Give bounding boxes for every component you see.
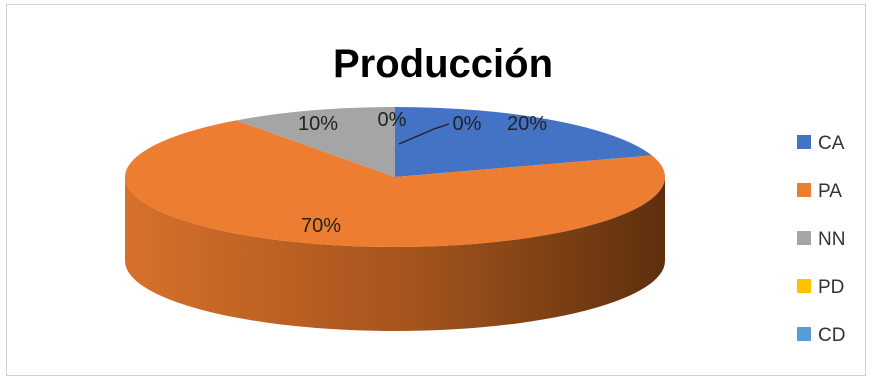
legend-item-cd: CD xyxy=(797,325,845,346)
legend-label-pa: PA xyxy=(818,181,842,202)
legend-swatch-pa xyxy=(797,183,811,197)
legend: CA PA NN PD CD xyxy=(797,133,845,346)
legend-swatch-cd xyxy=(797,327,811,341)
data-label-ca: 20% xyxy=(507,113,547,135)
legend-item-pd: PD xyxy=(797,277,844,298)
leader-lines xyxy=(398,123,450,145)
legend-swatch-nn xyxy=(797,231,811,245)
slice-nn xyxy=(236,107,395,177)
legend-swatch-pd xyxy=(797,279,811,293)
pie-top xyxy=(125,107,666,247)
legend-item-nn: NN xyxy=(797,229,845,250)
slice-side-pa xyxy=(125,177,665,331)
legend-label-nn: NN xyxy=(818,229,845,250)
leader-line-pd xyxy=(398,123,450,145)
legend-label-ca: CA xyxy=(818,133,845,154)
legend-item-ca: CA xyxy=(797,133,845,154)
slice-pa xyxy=(125,120,666,247)
data-label-nn: 10% xyxy=(298,113,338,135)
data-labels: 20% 70% 10% 0% 0% xyxy=(298,109,547,237)
pie-side xyxy=(125,177,665,331)
legend-swatch-ca xyxy=(797,135,811,149)
data-label-pa: 70% xyxy=(301,215,341,237)
data-label-pd: 0% xyxy=(453,113,482,135)
slice-ca xyxy=(395,107,652,177)
data-label-cd: 0% xyxy=(378,109,407,131)
legend-label-pd: PD xyxy=(818,277,844,298)
legend-item-pa: PA xyxy=(797,181,842,202)
legend-label-cd: CD xyxy=(818,325,845,346)
chart-title: Producción xyxy=(333,42,553,86)
